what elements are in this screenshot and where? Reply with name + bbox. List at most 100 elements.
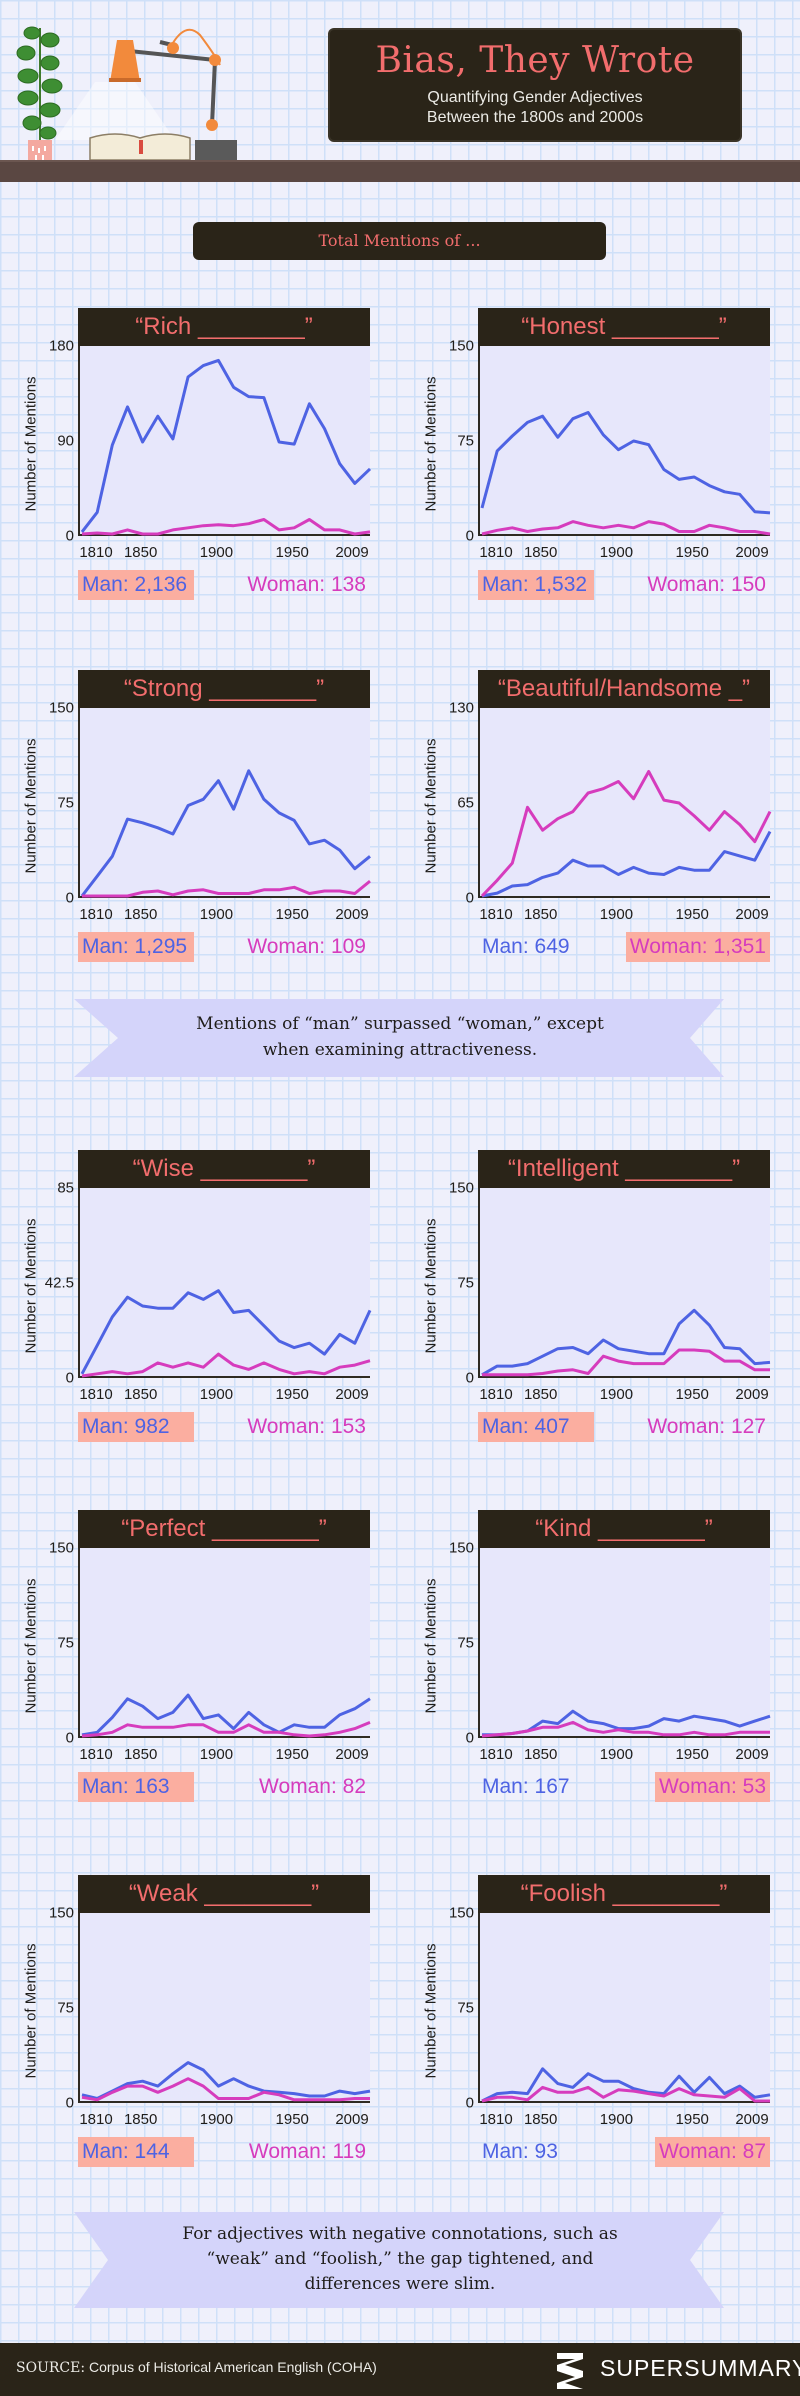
woman-total-label: Woman: 87	[655, 2137, 770, 2167]
series-line-man	[481, 1308, 771, 1377]
y-tick-label: 75	[457, 1999, 474, 2017]
plot-area	[78, 1548, 371, 1738]
chart-title: “Perfect ________”	[78, 1510, 370, 1548]
y-tick-label: 75	[57, 1999, 74, 2017]
x-tick-label: 1950	[275, 2111, 309, 2128]
x-tick-label: 1950	[675, 544, 709, 561]
y-tick-label: 150	[48, 1539, 74, 1557]
x-tick-label: 1850	[123, 2111, 158, 2128]
series-line-woman	[82, 879, 371, 898]
man-total-label: Man: 2,136	[78, 570, 194, 600]
x-tick-label: 1850	[523, 906, 558, 923]
x-tick-label: 1850	[123, 1746, 158, 1763]
woman-total-label: Woman: 153	[247, 1415, 366, 1438]
line-chart	[80, 1289, 372, 1378]
x-tick-label: 2009	[735, 1386, 769, 1403]
line-chart	[481, 2067, 771, 2103]
x-tick-label: 1900	[599, 1746, 634, 1763]
y-tick-label: 0	[65, 527, 74, 545]
plot-area	[478, 1548, 771, 1738]
x-tick-label: 1810	[79, 906, 113, 923]
line-chart	[81, 1693, 371, 1738]
line-chart	[481, 1308, 771, 1377]
woman-total-label: Woman: 150	[647, 573, 766, 596]
chart-title: “Kind ________”	[478, 1510, 770, 1548]
woman-total-label: Woman: 82	[259, 1775, 366, 1798]
x-tick-label: 2009	[335, 1386, 369, 1403]
x-tick-label: 1850	[123, 1386, 158, 1403]
y-tick-label: 150	[448, 1904, 474, 1922]
series-line-man	[481, 830, 772, 898]
plot-area	[78, 1188, 372, 1378]
x-tick-label: 1810	[479, 1746, 513, 1763]
series-line-man	[81, 1693, 371, 1737]
y-axis-label: Number of Mentions	[22, 738, 40, 874]
series-line-woman	[480, 770, 772, 898]
y-tick-label: 0	[465, 1729, 474, 1747]
chart-panel: “Weak ________” Number of Mentions 0 75 150 1…	[0, 1875, 380, 2205]
series-line-woman	[81, 1352, 371, 1378]
y-tick-label: 180	[48, 337, 74, 355]
x-tick-label: 1900	[599, 1386, 634, 1403]
ribbon-line-2: when examining attractiveness.	[262, 1040, 538, 1060]
x-tick-label: 1900	[199, 906, 234, 923]
plot-area	[478, 708, 772, 898]
x-tick-label: 1950	[675, 2111, 709, 2128]
series-line-man	[480, 411, 771, 515]
chart-panel: “Foolish ________” Number of Mentions 0 75 1…	[400, 1875, 780, 2205]
brand-name: SuperSummaryTM	[600, 2355, 800, 2382]
x-tick-label: 2009	[335, 906, 369, 923]
woman-total-label: Woman: 109	[247, 935, 366, 958]
line-chart	[481, 1709, 771, 1738]
series-line-woman	[482, 1348, 770, 1377]
x-tick-label: 2009	[735, 2111, 769, 2128]
shelf	[0, 160, 800, 182]
woman-total-label: Woman: 138	[247, 573, 366, 596]
ribbon-shape	[74, 999, 724, 1077]
x-tick-label: 1810	[479, 2111, 513, 2128]
chart-title: “Beautiful/Handsome _”	[478, 670, 770, 708]
x-tick-label: 1810	[479, 544, 513, 561]
y-tick-label: 0	[65, 1729, 74, 1747]
page-subtitle: Quantifying Gender Adjectives Between th…	[330, 88, 740, 128]
plot-area	[78, 708, 371, 898]
y-tick-label: 75	[457, 1274, 474, 1292]
y-axis-label: Number of Mentions	[422, 376, 440, 512]
plot-area	[478, 346, 771, 536]
y-tick-label: 150	[48, 699, 74, 717]
chart-title: “Foolish ________”	[478, 1875, 770, 1913]
x-tick-label: 1950	[675, 1386, 709, 1403]
x-tick-label: 1810	[79, 2111, 113, 2128]
x-tick-label: 1900	[199, 2111, 234, 2128]
line-chart	[81, 2061, 371, 2102]
y-axis-label: Number of Mentions	[22, 1578, 40, 1714]
ribbon-line-3: differences were slim.	[304, 2274, 496, 2294]
y-tick-label: 130	[448, 699, 474, 717]
chart-title: “Rich ________”	[78, 308, 370, 346]
x-tick-label: 1810	[79, 544, 113, 561]
chart-panel: “Wise ________” Number of Mentions 0 42.5 85…	[0, 1150, 380, 1480]
line-chart	[480, 770, 772, 898]
page-title: Bias, They Wrote	[375, 40, 695, 81]
ribbon-shape	[74, 2212, 724, 2308]
x-tick-label: 2009	[735, 1746, 769, 1763]
chart-panel: “Intelligent ________” Number of Mentions…	[400, 1150, 780, 1480]
source-note: SOURCE: Corpus of Historical American En…	[16, 2359, 377, 2376]
x-tick-label: 1900	[199, 1746, 234, 1763]
x-tick-label: 1900	[599, 544, 634, 561]
x-tick-label: 1850	[523, 544, 558, 561]
woman-total-label: Woman: 1,351	[625, 932, 770, 962]
chart-panel: “Strong ________” Number of Mentions 0 75 15…	[0, 670, 380, 1000]
man-total-label: Man: 1,532	[478, 570, 594, 600]
x-tick-label: 1900	[199, 1386, 234, 1403]
chart-title: “Honest ________”	[478, 308, 770, 346]
y-tick-label: 0	[465, 1369, 474, 1387]
ribbon-negative: For adjectives with negative connotation…	[0, 2212, 800, 2308]
man-total-label: Man: 649	[482, 935, 570, 958]
y-axis-label: Number of Mentions	[422, 1943, 440, 2079]
x-tick-label: 1900	[599, 906, 634, 923]
series-line-man	[481, 2067, 771, 2103]
y-tick-label: 0	[65, 1369, 74, 1387]
y-axis-label: Number of Mentions	[422, 738, 440, 874]
man-total-label: Man: 407	[478, 1412, 594, 1442]
